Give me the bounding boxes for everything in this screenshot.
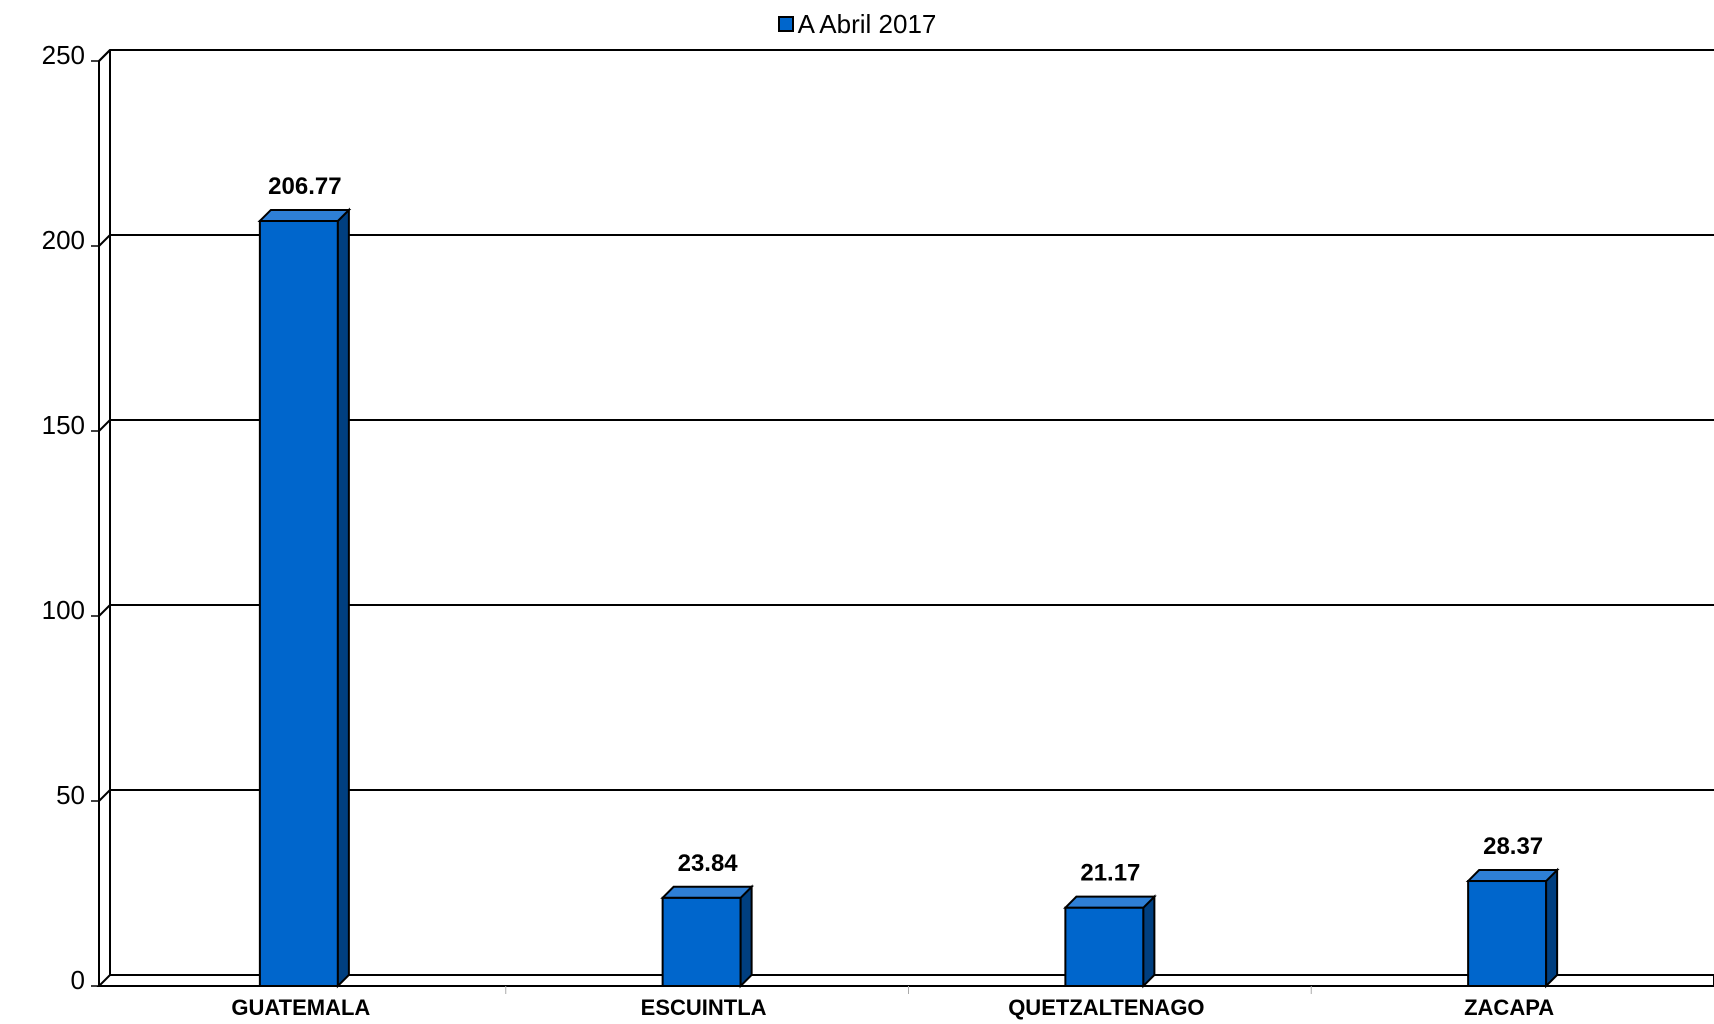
bar (258, 219, 339, 988)
bar-top (1062, 895, 1157, 909)
bar (661, 896, 742, 987)
data-label: 28.37 (1483, 833, 1543, 860)
bar-top (257, 208, 352, 222)
data-label: 21.17 (1080, 860, 1140, 887)
legend: A Abril 2017 (0, 8, 1714, 40)
gridline (98, 604, 1714, 617)
legend-swatch (777, 16, 794, 32)
bar-top (1465, 869, 1560, 883)
x-tick-label: QUETZALTENAGO (1008, 995, 1204, 1020)
floor (96, 974, 1714, 987)
bar (1064, 906, 1145, 988)
y-tick-label: 100 (42, 595, 85, 625)
gridline (98, 789, 1714, 802)
bar-top (660, 885, 755, 899)
x-tick-label: ESCUINTLA (641, 995, 767, 1020)
gridline (98, 419, 1714, 432)
data-label: 206.77 (268, 173, 341, 200)
gridline (98, 49, 1714, 62)
gridline (98, 234, 1714, 247)
y-tick-label: 250 (42, 40, 85, 70)
x-tick-label: GUATEMALA (231, 995, 370, 1020)
legend-label: A Abril 2017 (797, 8, 937, 39)
y-tick-label: 0 (71, 965, 85, 995)
bar (1467, 880, 1548, 988)
y-tick-label: 150 (42, 410, 85, 440)
legend-entry: A Abril 2017 (777, 8, 937, 40)
bar-side (336, 207, 350, 989)
bar-side (739, 884, 753, 989)
x-tick-label: ZACAPA (1464, 995, 1554, 1020)
bar-side (1545, 867, 1559, 989)
y-tick-label: 50 (56, 780, 85, 810)
y-tick-label: 200 (42, 225, 85, 255)
bar-side (1142, 894, 1156, 989)
data-label: 23.84 (678, 850, 739, 877)
